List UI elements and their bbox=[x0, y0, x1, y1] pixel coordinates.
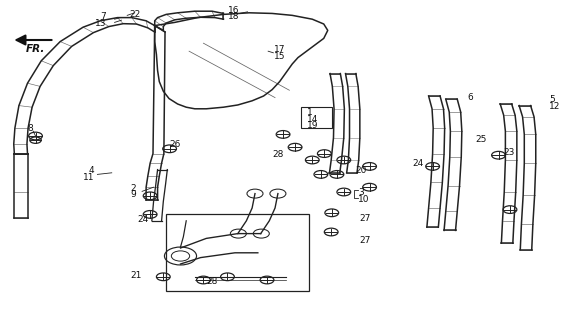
Bar bbox=[301, 107, 332, 128]
Text: 27: 27 bbox=[360, 214, 371, 223]
Text: 3: 3 bbox=[358, 188, 364, 197]
Text: 14: 14 bbox=[307, 115, 318, 124]
Text: 20: 20 bbox=[355, 166, 367, 175]
Text: 1: 1 bbox=[307, 108, 312, 117]
Text: 17: 17 bbox=[274, 45, 285, 54]
Text: 27: 27 bbox=[360, 236, 371, 245]
Text: 5: 5 bbox=[549, 95, 555, 104]
Text: 12: 12 bbox=[549, 102, 560, 111]
Text: 4: 4 bbox=[89, 166, 95, 175]
Text: 13: 13 bbox=[95, 19, 106, 28]
Text: 26: 26 bbox=[169, 140, 180, 149]
Text: 11: 11 bbox=[83, 173, 95, 182]
Text: FR.: FR. bbox=[26, 44, 45, 54]
Text: 19: 19 bbox=[307, 121, 318, 130]
Text: 10: 10 bbox=[358, 195, 370, 204]
Text: 22: 22 bbox=[129, 10, 140, 19]
Text: 24: 24 bbox=[413, 159, 424, 168]
Text: 28: 28 bbox=[272, 150, 284, 159]
Text: 9: 9 bbox=[131, 190, 136, 199]
Text: 28: 28 bbox=[206, 277, 218, 286]
Text: 15: 15 bbox=[274, 52, 285, 60]
Text: 2: 2 bbox=[131, 184, 136, 193]
Text: 7: 7 bbox=[100, 12, 106, 21]
Text: 6: 6 bbox=[467, 93, 473, 102]
Text: 21: 21 bbox=[131, 271, 142, 280]
Text: 23: 23 bbox=[503, 148, 515, 156]
Text: 18: 18 bbox=[228, 12, 240, 21]
Text: 16: 16 bbox=[228, 6, 240, 15]
Text: 25: 25 bbox=[476, 135, 487, 144]
Bar bbox=[166, 214, 309, 291]
Text: 8: 8 bbox=[28, 124, 33, 133]
Text: 24: 24 bbox=[138, 215, 149, 224]
